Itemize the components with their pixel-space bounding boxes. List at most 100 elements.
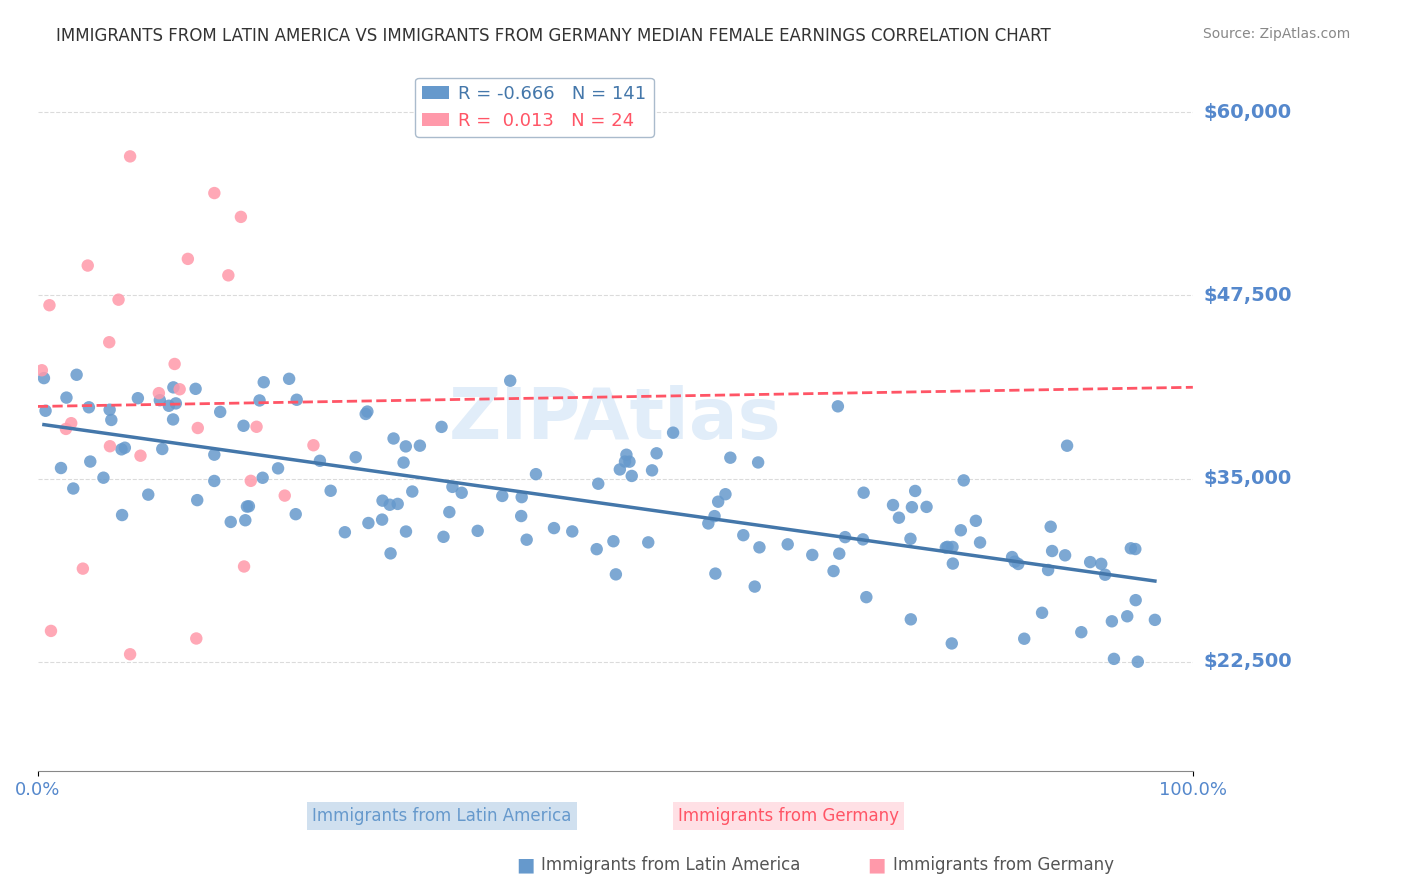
Point xyxy=(149,393,172,408)
Point xyxy=(855,590,877,604)
Point xyxy=(823,564,845,578)
Point xyxy=(602,534,624,549)
Point xyxy=(620,469,643,483)
Point xyxy=(150,442,173,456)
Point xyxy=(641,463,664,477)
Point xyxy=(637,535,659,549)
Point xyxy=(62,482,84,496)
Point xyxy=(284,507,307,521)
Text: Immigrants from Latin America: Immigrants from Latin America xyxy=(541,856,800,874)
Text: ■: ■ xyxy=(868,855,886,875)
Point xyxy=(516,533,538,547)
Point xyxy=(184,382,207,396)
Point xyxy=(110,442,132,457)
Point xyxy=(662,425,685,440)
Text: Immigrants from Latin America: Immigrants from Latin America xyxy=(312,806,572,824)
Point xyxy=(1143,613,1166,627)
Point xyxy=(111,508,134,522)
Point xyxy=(1101,615,1123,629)
Point xyxy=(801,548,824,562)
Point xyxy=(718,450,741,465)
Text: $47,500: $47,500 xyxy=(1204,286,1292,305)
Point xyxy=(524,467,547,482)
Point xyxy=(32,371,55,385)
Point xyxy=(309,454,332,468)
Point xyxy=(55,391,77,405)
Point xyxy=(202,474,225,488)
Point xyxy=(232,418,254,433)
Text: $35,000: $35,000 xyxy=(1204,469,1292,488)
Point xyxy=(900,612,922,626)
Point xyxy=(499,374,522,388)
Point xyxy=(344,450,367,465)
Point xyxy=(441,480,464,494)
Point xyxy=(233,559,256,574)
Point xyxy=(165,396,187,410)
Point xyxy=(371,513,394,527)
Point xyxy=(1090,557,1112,571)
Point xyxy=(163,357,186,371)
Point xyxy=(904,483,927,498)
Point xyxy=(187,421,209,435)
Point xyxy=(935,541,957,555)
Point xyxy=(882,498,904,512)
Point xyxy=(79,454,101,468)
Point xyxy=(491,489,513,503)
Point xyxy=(387,497,409,511)
Point xyxy=(395,524,418,539)
Point xyxy=(430,420,453,434)
Point xyxy=(233,513,256,527)
Point xyxy=(60,416,83,430)
Point xyxy=(401,484,423,499)
Point xyxy=(162,380,184,394)
Point xyxy=(382,432,405,446)
Point xyxy=(776,537,799,551)
Point xyxy=(1078,555,1101,569)
Point xyxy=(1004,555,1026,569)
Point xyxy=(1012,632,1035,646)
Point xyxy=(645,446,668,460)
Point xyxy=(703,509,725,524)
Point xyxy=(834,530,856,544)
Point xyxy=(249,393,271,408)
Point xyxy=(585,542,607,557)
Point xyxy=(714,487,737,501)
Point xyxy=(901,500,924,515)
Point xyxy=(543,521,565,535)
Point xyxy=(77,401,100,415)
Point xyxy=(1054,549,1077,563)
Point xyxy=(704,566,727,581)
Point xyxy=(378,498,401,512)
Point xyxy=(942,557,965,571)
Point xyxy=(202,186,225,200)
Point xyxy=(747,455,769,469)
Point xyxy=(169,382,191,396)
Point xyxy=(34,403,56,417)
Point xyxy=(39,624,62,638)
Point xyxy=(1126,655,1149,669)
Point xyxy=(952,474,974,488)
Point xyxy=(1119,541,1142,556)
Point xyxy=(371,493,394,508)
Point xyxy=(76,259,98,273)
Point xyxy=(253,376,276,390)
Text: Source: ZipAtlas.com: Source: ZipAtlas.com xyxy=(1202,27,1350,41)
Point xyxy=(949,523,972,537)
Point xyxy=(93,471,115,485)
Point xyxy=(245,419,267,434)
Point xyxy=(236,500,259,514)
Text: $60,000: $60,000 xyxy=(1204,103,1292,122)
Point xyxy=(49,461,72,475)
Point xyxy=(605,567,627,582)
Text: ZIPAtlas: ZIPAtlas xyxy=(449,385,782,454)
Point xyxy=(136,488,159,502)
Point xyxy=(107,293,129,307)
Point xyxy=(1116,609,1139,624)
Point xyxy=(72,561,94,575)
Point xyxy=(127,391,149,405)
Point xyxy=(162,412,184,426)
Text: $22,500: $22,500 xyxy=(1204,652,1292,671)
Text: Immigrants from Germany: Immigrants from Germany xyxy=(893,856,1114,874)
Point xyxy=(278,372,301,386)
Legend: R = -0.666   N = 141, R =  0.013   N = 24: R = -0.666 N = 141, R = 0.013 N = 24 xyxy=(415,78,654,137)
